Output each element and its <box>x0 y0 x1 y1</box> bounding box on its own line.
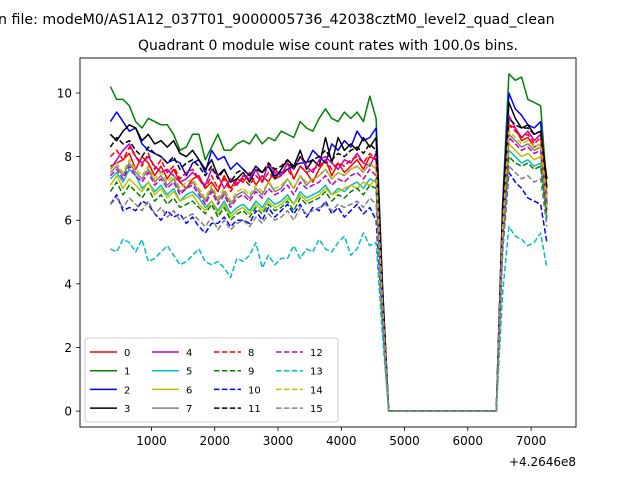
legend-frame <box>84 337 339 423</box>
legend-label-0: 0 <box>124 348 130 359</box>
legend-label-4: 4 <box>186 348 192 359</box>
x-axis: 1000 2000 3000 4000 5000 6000 7000 <box>136 427 546 448</box>
x-tick-label: 5000 <box>389 434 420 448</box>
y-tick-label: 4 <box>64 277 72 291</box>
axes-frame <box>79 57 577 428</box>
x-tick-label: 1000 <box>136 434 167 448</box>
legend-label-10: 10 <box>248 385 261 396</box>
legend-label-13: 13 <box>310 367 323 378</box>
legend-label-2: 2 <box>124 385 130 396</box>
legend-label-7: 7 <box>186 404 192 415</box>
legend-label-6: 6 <box>186 385 192 396</box>
legend-label-8: 8 <box>248 348 254 359</box>
legend-label-1: 1 <box>124 367 130 378</box>
legend-label-12: 12 <box>310 348 323 359</box>
legend-label-3: 3 <box>124 404 130 415</box>
x-axis-offset-text: +4.2646e8 <box>509 455 576 469</box>
x-tick-label: 7000 <box>516 434 547 448</box>
series-line-11 <box>109 117 548 412</box>
x-tick-label: 6000 <box>453 434 484 448</box>
x-tick-label: 4000 <box>326 434 357 448</box>
legend-label-5: 5 <box>186 367 192 378</box>
y-axis: 0 2 4 6 8 10 <box>57 86 80 419</box>
figure-suptitle: n file: modeM0/AS1A12_037T01_9000005736_… <box>0 12 555 28</box>
y-tick-label: 2 <box>64 341 72 355</box>
x-tick-label: 3000 <box>263 434 294 448</box>
series-line-15 <box>109 165 548 412</box>
x-tick-label: 2000 <box>199 434 230 448</box>
chart-title: Quadrant 0 module wise count rates with … <box>138 38 518 54</box>
y-tick-label: 0 <box>64 405 72 419</box>
y-tick-label: 8 <box>64 150 72 164</box>
legend-label-9: 9 <box>248 367 254 378</box>
legend-label-14: 14 <box>310 385 323 396</box>
series-layer <box>109 73 548 412</box>
series-line-9 <box>109 155 548 412</box>
legend-label-15: 15 <box>310 404 323 415</box>
y-tick-label: 10 <box>57 86 72 100</box>
y-tick-label: 6 <box>64 214 72 228</box>
legend-label-11: 11 <box>248 404 261 415</box>
